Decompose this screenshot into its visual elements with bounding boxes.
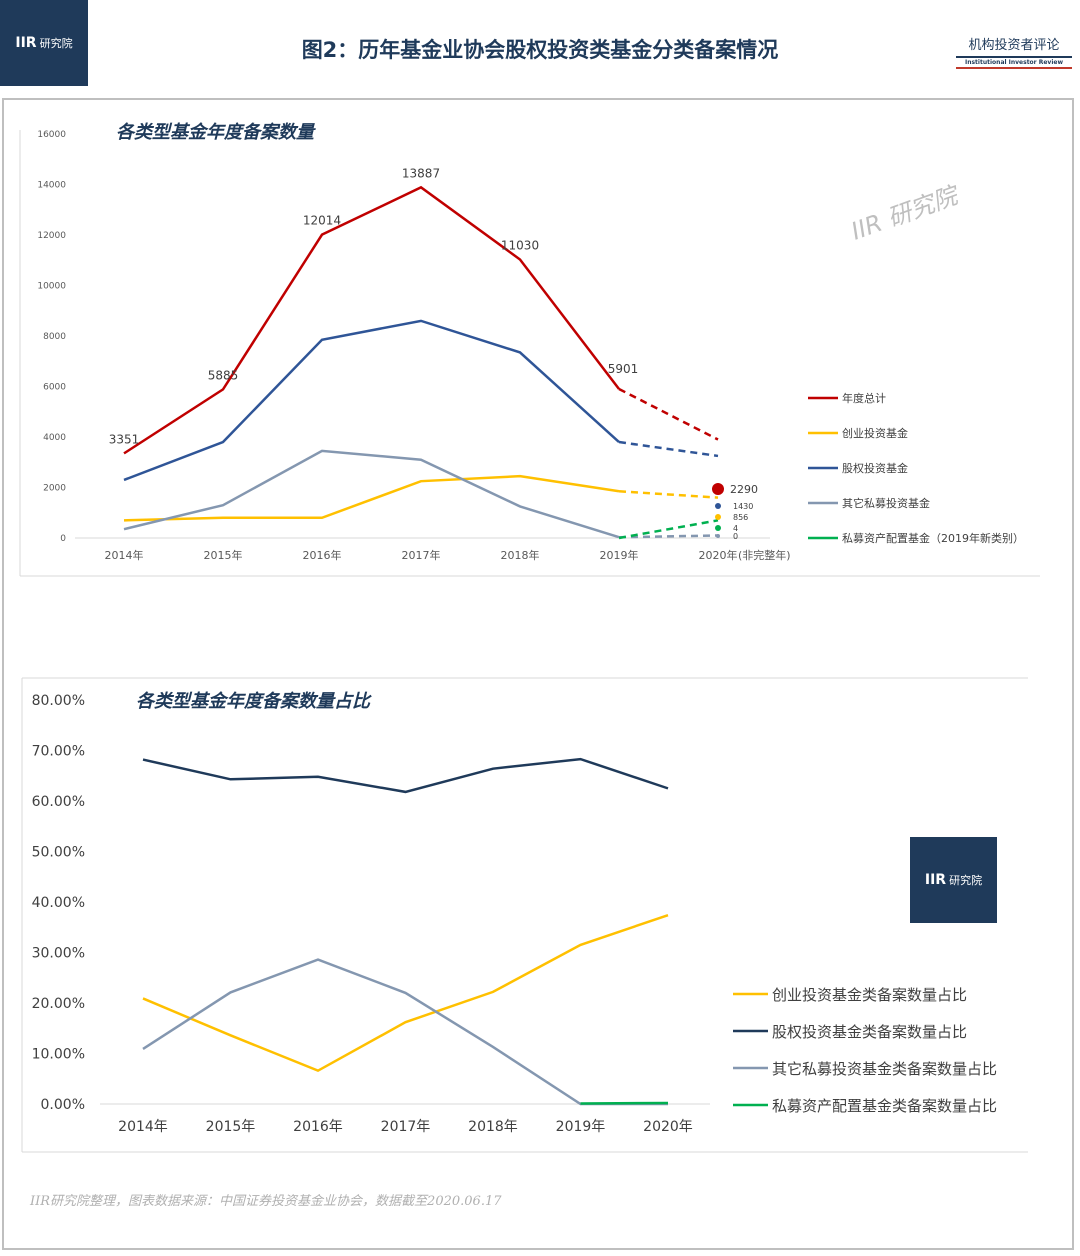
logo-sub: 研究院	[39, 37, 73, 50]
logo-text: IIR	[15, 35, 37, 51]
chart1-series-line	[123, 474, 620, 522]
chart1-x-tick: 2020年	[699, 548, 738, 562]
chart1-snapshot-dot	[716, 534, 720, 538]
chart-fund-shares: 各类型基金年度备案数量占比 0.00% 10.00% 20.00% 30.00% 40.0…	[21, 677, 1028, 1153]
chart2-x-tick: 2019年	[556, 1119, 606, 1135]
chart2-x-tick: 2020年	[643, 1119, 693, 1135]
chart1-series-line	[123, 449, 620, 539]
chart1-y-tick: 0	[60, 534, 66, 544]
chart1-snapshot-dot	[712, 483, 724, 495]
chart2-y-tick: 80.00%	[32, 693, 85, 709]
chart2-x-tick: 2017年	[381, 1119, 431, 1135]
chart2-y-tick: 60.00%	[32, 794, 85, 810]
chart1-title: 各类型基金年度备案数量	[116, 122, 316, 143]
chart1-snapshot-label: 0	[733, 532, 738, 541]
chart2-series-line	[580, 1101, 669, 1105]
chart1-y-tick: 8000	[43, 332, 66, 342]
chart1-point-label: 11030	[501, 238, 539, 252]
chart1-legend-label: 其它私募投资基金	[842, 496, 930, 510]
chart-fund-counts: 各类型基金年度备案数量 IIR 研究院 0 2000 4000 6000 8000 10000…	[19, 122, 1040, 577]
chart1-snapshot-label: 4	[733, 524, 738, 533]
chart1-x-tick: 2018年	[501, 548, 540, 562]
chart1-point-label: 5901	[608, 362, 639, 376]
chart1-y-tick: 10000	[37, 282, 66, 292]
chart1-x-tick: 2017年	[402, 548, 441, 562]
chart1-legend-label: 年度总计	[842, 391, 886, 405]
chart1-point-label: 3351	[109, 432, 140, 446]
chart1-series-projection	[618, 519, 719, 540]
chart2-y-tick: 10.00%	[32, 1047, 85, 1063]
chart1-series-line	[123, 319, 620, 482]
chart2-y-tick: 0.00%	[41, 1097, 85, 1113]
chart2-y-tick: 70.00%	[32, 744, 85, 760]
chart1-snapshot-dot	[715, 514, 721, 520]
chart1-snapshot-label: 856	[733, 513, 748, 522]
chart1-series-projection	[618, 534, 719, 539]
chart1-series-projection	[618, 387, 719, 441]
chart2-x-tick: 2015年	[206, 1119, 256, 1135]
chart2-x-tick: 2016年	[293, 1119, 343, 1135]
chart2-legend-label: 私募资产配置基金类备案数量占比	[772, 1097, 997, 1115]
page-title: 图2：历年基金业协会股权投资类基金分类备案情况	[301, 38, 779, 62]
chart1-y-tick: 2000	[43, 484, 66, 494]
inner-iir-logo: IIR 研究院	[910, 837, 997, 923]
chart2-series-line	[142, 958, 668, 1106]
chart1-series-projection	[618, 490, 719, 499]
chart2-legend-label: 其它私募投资基金类备案数量占比	[772, 1060, 997, 1078]
chart1-snapshot-label: 1430	[733, 502, 753, 511]
brand-en: Institutional Investor Review	[964, 59, 1063, 66]
chart1-y-tick: 12000	[37, 231, 66, 241]
chart2-series-line	[142, 757, 669, 794]
chart2-legend-label: 股权投资基金类备案数量占比	[772, 1023, 967, 1041]
chart1-snapshot-label: 2290	[730, 483, 758, 496]
chart1-x-tick: 2014年	[105, 548, 144, 562]
chart1-x-tick: 2015年	[204, 548, 243, 562]
chart1-y-tick: 4000	[43, 433, 66, 443]
chart1-y-tick: 16000	[37, 130, 66, 140]
chart2-y-tick: 40.00%	[32, 895, 85, 911]
chart1-y-tick: 6000	[43, 383, 66, 393]
chart2-x-tick: 2014年	[118, 1119, 168, 1135]
chart1-snapshot-dot	[715, 503, 721, 509]
chart1-x-tick: 2019年	[600, 548, 639, 562]
chart1-legend-label: 创业投资基金	[842, 426, 908, 440]
chart1-point-label: 13887	[402, 166, 440, 180]
chart1-point-label: 5885	[208, 368, 239, 382]
chart2-y-tick: 20.00%	[32, 996, 85, 1012]
iir-logo: IIR 研究院	[0, 0, 88, 86]
inner-logo-sub: 研究院	[949, 874, 983, 887]
chart1-snapshot-dot	[715, 525, 721, 531]
brand-logo: 机构投资者评论 Institutional Investor Review	[956, 34, 1072, 69]
chart1-legend-label: 私募资产配置基金（2019年新类别）	[842, 531, 1024, 545]
chart2-y-tick: 30.00%	[32, 946, 85, 962]
chart2-x-tick: 2018年	[468, 1119, 518, 1135]
chart1-series-line	[123, 185, 620, 455]
chart2-title: 各类型基金年度备案数量占比	[136, 691, 372, 712]
content-frame	[2, 98, 1074, 1250]
chart1-legend-label: 股权投资基金	[842, 461, 908, 475]
source-note: IIR研究院整理，图表数据来源：中国证券投资基金业协会，数据截至2020.06.…	[30, 1194, 502, 1209]
watermark: IIR 研究院	[847, 180, 964, 245]
chart2-y-tick: 50.00%	[32, 845, 85, 861]
chart2-series-line	[142, 913, 669, 1073]
chart1-point-label: 12014	[303, 214, 341, 228]
chart1-series-projection	[618, 440, 719, 458]
chart1-y-tick: 14000	[37, 181, 66, 191]
chart1-x-note: (非完整年)	[738, 548, 791, 562]
inner-logo-text: IIR	[924, 872, 947, 888]
brand-cn: 机构投资者评论	[968, 38, 1060, 53]
chart1-x-tick: 2016年	[303, 548, 342, 562]
chart2-legend-label: 创业投资基金类备案数量占比	[772, 986, 967, 1004]
